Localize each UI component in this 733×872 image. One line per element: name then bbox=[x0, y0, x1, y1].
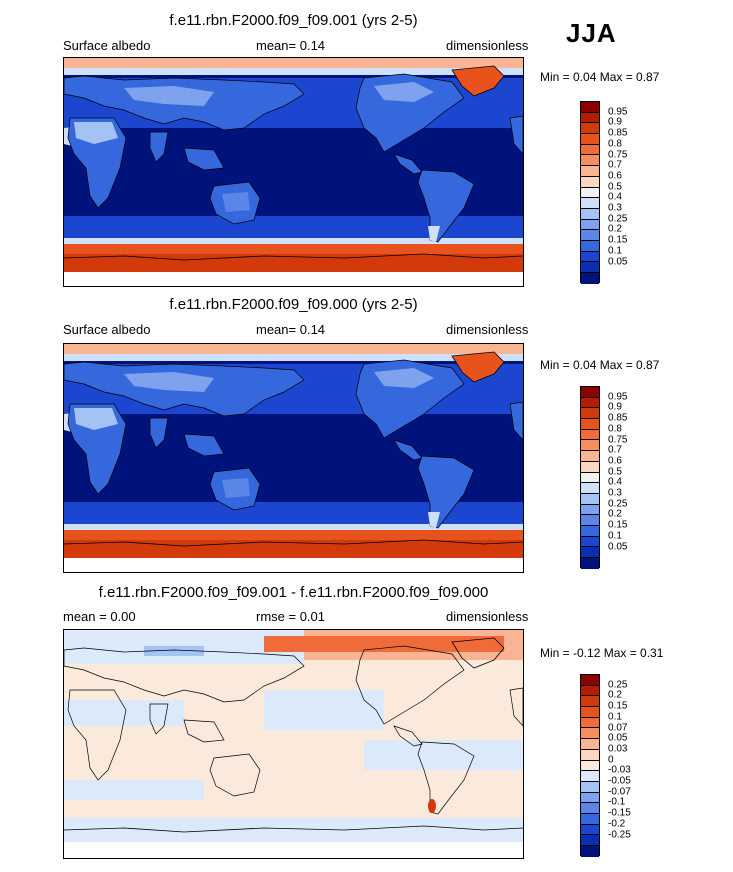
colorbar-tick: 0.05 bbox=[608, 541, 628, 552]
colorbar-tick: 0.7 bbox=[608, 159, 622, 171]
panel2-colorbar bbox=[580, 386, 600, 569]
colorbar-tick: 0.7 bbox=[608, 444, 622, 456]
panel3-mean-label: mean = 0.00 bbox=[63, 609, 136, 624]
panel1-left-label: Surface albedo bbox=[63, 38, 151, 53]
panel1-mean-label: mean= 0.14 bbox=[256, 38, 326, 53]
colorbar-tick: -0.25 bbox=[608, 829, 631, 840]
colorbar-tick: 0.9 bbox=[608, 401, 622, 413]
panel3-title: f.e11.rbn.F2000.f09_f09.001 - f.e11.rbn.… bbox=[98, 584, 489, 601]
colorbar-tick: 0.4 bbox=[608, 191, 622, 203]
panel1-map-svg bbox=[64, 58, 523, 286]
colorbar-tick: 0.03 bbox=[608, 743, 628, 755]
colorbar-tick: 0.3 bbox=[608, 202, 622, 214]
colorbar-tick: 0.05 bbox=[608, 256, 628, 267]
panel1-title: f.e11.rbn.F2000.f09_f09.001 (yrs 2-5) bbox=[169, 12, 418, 29]
colorbar-tick: -0.1 bbox=[608, 796, 626, 808]
panel2-left-label: Surface albedo bbox=[63, 322, 151, 337]
panel1-map bbox=[63, 57, 524, 287]
colorbar-tick: 0.05 bbox=[608, 732, 628, 744]
colorbar-tick: -0.07 bbox=[608, 786, 631, 798]
colorbar-tick: 0.1 bbox=[608, 530, 622, 542]
colorbar-tick: 0.95 bbox=[608, 391, 628, 403]
colorbar-tick: 0.6 bbox=[608, 170, 622, 182]
colorbar-tick: 0.95 bbox=[608, 106, 628, 118]
colorbar-tick: -0.15 bbox=[608, 807, 631, 819]
panel3-minmax: Min = -0.12 Max = 0.31 bbox=[540, 646, 664, 660]
colorbar-tick: 0.85 bbox=[608, 412, 628, 424]
panel3-units-label: dimensionless bbox=[446, 609, 529, 624]
colorbar-tick: 0.15 bbox=[608, 519, 628, 531]
colorbar-tick: -0.03 bbox=[608, 764, 631, 776]
panel2-minmax: Min = 0.04 Max = 0.87 bbox=[540, 358, 660, 372]
colorbar-tick: 0.4 bbox=[608, 476, 622, 488]
colorbar-tick: 0.2 bbox=[608, 223, 622, 235]
colorbar-tick: 0.15 bbox=[608, 234, 628, 246]
colorbar-tick: 0.2 bbox=[608, 508, 622, 520]
colorbar-tick: 0.5 bbox=[608, 181, 622, 193]
colorbar-tick: -0.05 bbox=[608, 775, 631, 787]
colorbar-tick: 0.25 bbox=[608, 679, 628, 691]
colorbar-tick: 0 bbox=[608, 754, 614, 766]
colorbar-tick: 0.3 bbox=[608, 487, 622, 499]
panel3-map-svg bbox=[64, 630, 523, 858]
panel3-map bbox=[63, 629, 524, 859]
panel1-units-label: dimensionless bbox=[446, 38, 529, 53]
panel3-colorbar bbox=[580, 674, 600, 857]
colorbar-tick: 0.75 bbox=[608, 149, 628, 160]
panel1-minmax: Min = 0.04 Max = 0.87 bbox=[540, 70, 660, 84]
colorbar-tick: 0.1 bbox=[608, 245, 622, 257]
panel2-map-svg bbox=[64, 344, 523, 572]
colorbar-tick: 0.6 bbox=[608, 455, 622, 467]
colorbar-tick: 0.25 bbox=[608, 498, 628, 510]
colorbar-tick: 0.2 bbox=[608, 689, 622, 701]
season-label: JJA bbox=[566, 18, 617, 48]
colorbar-tick: -0.2 bbox=[608, 818, 626, 830]
colorbar-tick: 0.8 bbox=[608, 423, 622, 435]
panel1-colorbar bbox=[580, 101, 600, 284]
panel2-mean-label: mean= 0.14 bbox=[256, 322, 326, 337]
panel2-title: f.e11.rbn.F2000.f09_f09.000 (yrs 2-5) bbox=[169, 296, 418, 313]
panel3-rmse-label: rmse = 0.01 bbox=[256, 609, 326, 624]
colorbar-tick: 0.85 bbox=[608, 127, 628, 139]
colorbar-tick: 0.5 bbox=[608, 466, 622, 478]
colorbar-tick: 0.9 bbox=[608, 116, 622, 128]
colorbar-tick: 0.07 bbox=[608, 722, 628, 733]
colorbar-tick: 0.15 bbox=[608, 700, 628, 712]
colorbar-tick: 0.75 bbox=[608, 434, 628, 445]
colorbar-tick: 0.1 bbox=[608, 711, 622, 723]
panel2-map bbox=[63, 343, 524, 573]
panel2-units-label: dimensionless bbox=[446, 322, 529, 337]
colorbar-tick: 0.8 bbox=[608, 138, 622, 150]
colorbar-tick: 0.25 bbox=[608, 213, 628, 225]
